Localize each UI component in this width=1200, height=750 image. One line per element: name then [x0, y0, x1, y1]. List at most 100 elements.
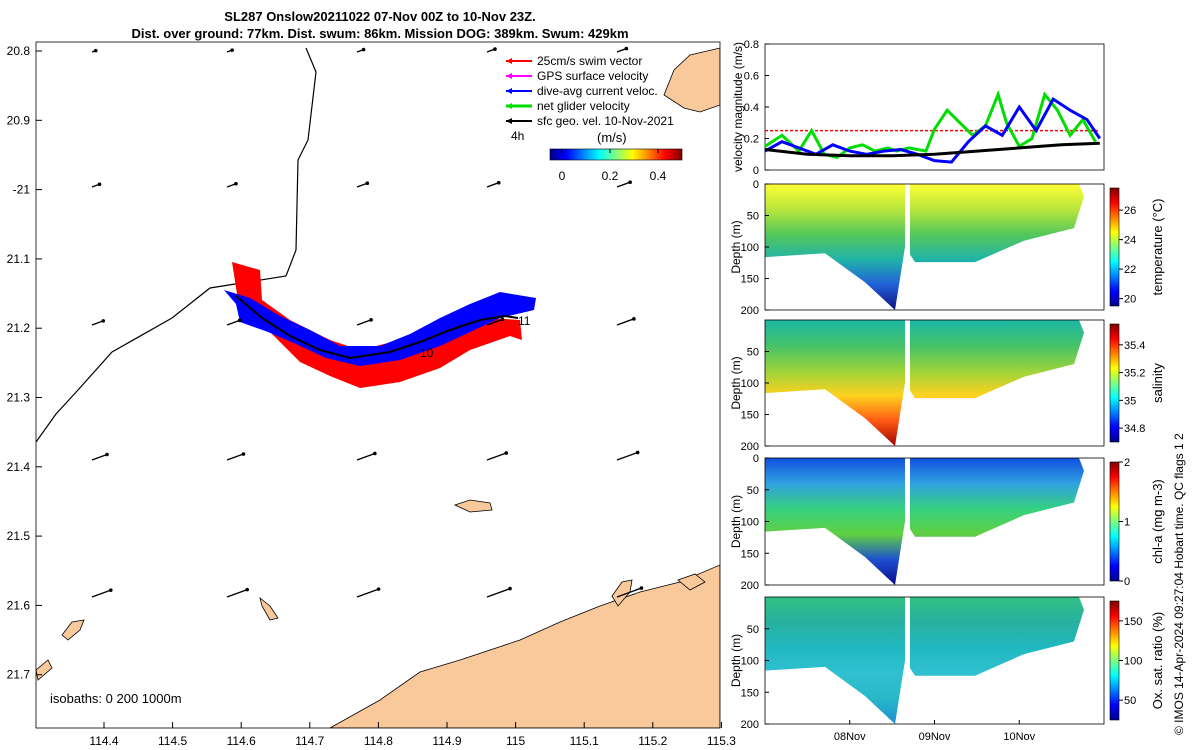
- geostrophic-arrowhead: [234, 181, 238, 186]
- map-y-tick-label: -21: [13, 183, 31, 197]
- velocity-y-tick-label: 0.8: [744, 39, 759, 51]
- map-x-tick-label: 114.6: [227, 734, 256, 748]
- date-tick-label: 10Nov: [1003, 731, 1035, 743]
- section-panel: 0 50 100 150 200 Depth (m) 20 22 24 26 temperature…: [729, 179, 1165, 317]
- geostrophic-arrowhead: [241, 452, 246, 456]
- geostrophic-arrowhead: [369, 318, 373, 322]
- legend-label: dive-avg current veloc.: [537, 84, 658, 98]
- geostrophic-arrowhead: [628, 180, 632, 184]
- map-x-tick-label: 114.9: [432, 734, 461, 748]
- geostrophic-arrow: [486, 318, 503, 326]
- velocity-y-tick-label: 0.4: [744, 102, 759, 114]
- section-colorbar-label: chl-a (mg m-3): [1150, 479, 1165, 564]
- section-colorbar-label: Ox. sat. ratio (%): [1150, 612, 1165, 710]
- geostrophic-arrow: [91, 453, 108, 461]
- map-y-tick-label: 21.4: [7, 460, 31, 474]
- section-panel: 50 100 150 200 Depth (m) 50 100 150 Ox. sat. rat…: [729, 596, 1165, 731]
- geostrophic-arrowhead: [97, 182, 102, 187]
- section-y-tick-label: 150: [741, 274, 759, 286]
- section-colorbar-tick-label: 1: [1124, 517, 1130, 529]
- section-data-gap: [905, 458, 910, 585]
- geostrophic-arrowhead: [508, 586, 512, 591]
- section-colorbar-tick-label: 150: [1124, 616, 1142, 628]
- legend-arrowhead: [506, 88, 512, 94]
- section-y-tick-label: 50: [747, 624, 759, 636]
- geostrophic-arrow: [486, 587, 511, 598]
- section-colorbar: [1109, 187, 1120, 307]
- land-island-6: [677, 573, 706, 591]
- section-data-fill: [765, 320, 1084, 446]
- section-y-tick-label: 100: [741, 517, 759, 529]
- geostrophic-arrowhead: [361, 47, 366, 52]
- section-y-tick-label: 50: [747, 485, 759, 497]
- legend-arrowhead: [506, 103, 512, 109]
- speed-colorbar-ticks: 0 0.2 0.4: [559, 149, 667, 183]
- geostrophic-arrow: [616, 181, 631, 188]
- section-colorbar: [1109, 600, 1120, 721]
- colorbar-tick-label: 0.4: [650, 169, 667, 183]
- section-y-label: Depth (m): [729, 356, 743, 409]
- section-colorbar-tick-label: 50: [1124, 695, 1136, 707]
- colorbar-tick-label: 0: [559, 169, 566, 183]
- section-y-tick-label: 150: [741, 687, 759, 699]
- geostrophic-arrow: [486, 182, 499, 188]
- geostrophic-arrow: [616, 318, 635, 326]
- section-colorbar-tick-label: 20: [1124, 294, 1136, 306]
- section-y-label: Depth (m): [729, 220, 743, 273]
- section-panel: 50 100 150 200 Depth (m) 34.8 35 35.2 35.4 salini…: [729, 319, 1165, 453]
- section-y-tick-label: 100: [741, 242, 759, 254]
- geostrophic-arrowhead: [635, 450, 640, 455]
- section-colorbar: [1109, 323, 1120, 443]
- geostrophic-arrow: [356, 452, 376, 461]
- geostrophic-arrow: [356, 319, 372, 326]
- section-colorbar-tick-label: 35.4: [1124, 340, 1145, 352]
- section-y-label: Depth (m): [729, 495, 743, 548]
- date-axis: 08Nov 09Nov 10Nov: [834, 720, 1036, 743]
- geostrophic-arrowhead: [493, 47, 497, 51]
- map-x-tick-label: 115.2: [638, 734, 667, 748]
- map-y-tick-label: 21.6: [7, 598, 31, 612]
- section-colorbar-tick-label: 24: [1124, 235, 1136, 247]
- geostrophic-arrowhead: [93, 48, 98, 53]
- geostrophic-arrowhead: [245, 587, 249, 592]
- land-island-4: [259, 596, 279, 621]
- geostrophic-arrowhead: [500, 317, 505, 322]
- section-y-tick-label: 200: [741, 441, 759, 453]
- isobath-note: isobaths: 0 200 1000m: [50, 691, 182, 706]
- section-y-tick-label: 200: [741, 719, 759, 731]
- geostrophic-arrow: [91, 589, 112, 598]
- geostrophic-arrowhead: [230, 48, 234, 52]
- geostrophic-arrowhead: [237, 318, 242, 323]
- section-y-tick-label: 150: [741, 410, 759, 422]
- legend-arrowhead: [506, 118, 512, 124]
- geostrophic-arrows: [91, 46, 644, 598]
- day-label-10: 10: [420, 346, 434, 360]
- section-colorbar: [1109, 461, 1120, 582]
- geostrophic-arrow: [226, 588, 248, 598]
- map-y-tick-label: 21.2: [7, 321, 31, 335]
- figure-title-line1: SL287 Onslow20211022 07-Nov 00Z to 10-No…: [224, 9, 536, 24]
- section-y-tick-label: 100: [741, 378, 759, 390]
- map-panel: 10 11 114.4 114.5 114.6 114.7 114.8 114.9 115 1…: [7, 41, 736, 748]
- velocity-y-tick-label: 0.2: [744, 134, 759, 146]
- swim-vector-band: [232, 262, 522, 388]
- section-colorbar-tick-label: 35.2: [1124, 368, 1145, 380]
- geostrophic-arrow: [616, 587, 642, 598]
- section-y-tick-label: 0: [753, 179, 759, 191]
- section-y-label: Depth (m): [729, 634, 743, 687]
- map-x-tick-label: 114.5: [158, 734, 187, 748]
- geostrophic-arrow: [91, 320, 104, 326]
- map-x-tick-label: 114.7: [295, 734, 324, 748]
- land-north-island: [663, 47, 720, 113]
- geostrophic-arrowhead: [108, 588, 113, 592]
- colorbar-title: (m/s): [597, 130, 627, 145]
- section-data-gap: [905, 320, 910, 446]
- credit-text: © IMOS 14-Apr-2024 09:27:04 Hobart time.…: [1172, 433, 1186, 735]
- geostrophic-arrowhead: [373, 451, 377, 456]
- geostrophic-arrowhead: [376, 587, 381, 591]
- geostrophic-arrow: [226, 319, 240, 326]
- section-colorbar-tick-label: 2: [1124, 457, 1130, 469]
- section-colorbar-tick-label: 100: [1124, 656, 1142, 668]
- geostrophic-arrow: [226, 453, 244, 461]
